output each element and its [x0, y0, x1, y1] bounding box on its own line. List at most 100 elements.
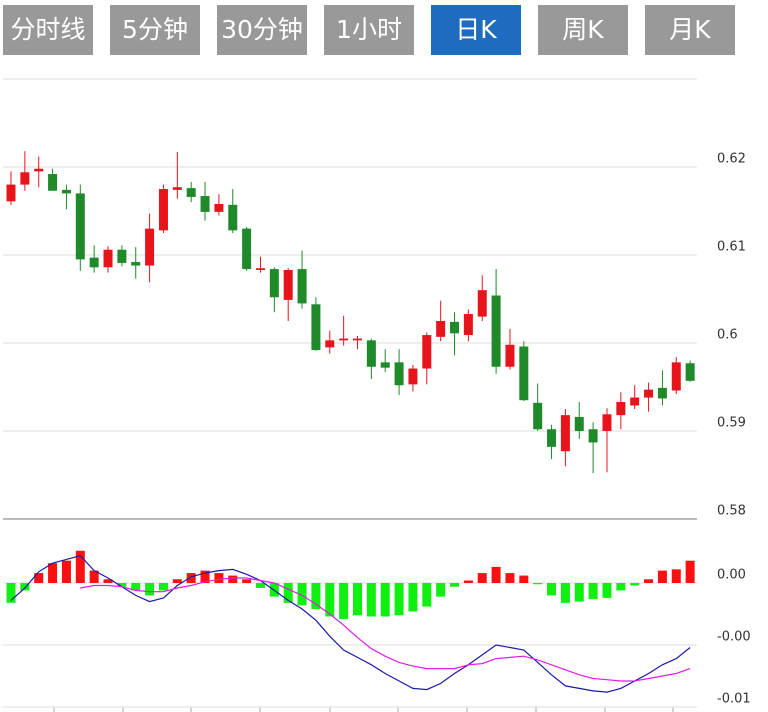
macd-bar — [574, 583, 584, 602]
macd-bar — [255, 583, 265, 588]
macd-bar — [117, 583, 127, 587]
macd-bar — [61, 560, 71, 583]
tab[interactable]: 1小时 — [324, 5, 414, 55]
candle-body — [477, 290, 487, 317]
tab[interactable]: 日K — [431, 5, 521, 55]
macd-bar — [491, 566, 501, 583]
candle-body — [450, 321, 460, 334]
tab[interactable]: 分时线 — [3, 5, 93, 55]
macd-bar — [630, 583, 640, 586]
macd-bar — [519, 575, 529, 583]
candle-body — [145, 228, 155, 266]
macd-bar — [366, 583, 376, 617]
candle-body — [657, 387, 667, 399]
candle-body — [255, 268, 265, 270]
x-ticks — [53, 707, 674, 712]
y-tick-label: -0.01 — [717, 692, 751, 707]
candle-body — [394, 362, 404, 386]
macd-bar — [228, 575, 238, 583]
candle-body — [630, 397, 640, 406]
tab[interactable]: 周K — [538, 5, 628, 55]
candle-body — [172, 187, 182, 190]
candle-body — [34, 168, 44, 172]
candle-body — [48, 174, 58, 191]
macd-bar — [214, 573, 224, 583]
candle-body — [353, 338, 362, 341]
macd-bar — [172, 579, 182, 583]
candle-body — [103, 249, 113, 268]
candle-body — [644, 389, 654, 398]
tab-bar: 分时线 5分钟 30分钟 1小时 日K 周K 月K — [0, 0, 768, 60]
candle-body — [533, 402, 543, 430]
candle-body — [117, 249, 127, 263]
macd-bar — [644, 579, 654, 583]
macd-bar — [6, 583, 16, 603]
candle-body — [297, 269, 307, 304]
candle-body — [463, 313, 473, 336]
candle-body — [158, 189, 168, 231]
y-tick-label: 0.59 — [717, 416, 746, 431]
candle-body — [325, 340, 335, 348]
y-tick-label: 0.61 — [717, 240, 746, 255]
candle-body — [61, 189, 71, 194]
macd-bar — [422, 583, 432, 607]
macd-bar — [505, 573, 515, 583]
macd-bar — [353, 583, 362, 616]
tab[interactable]: 月K — [645, 5, 735, 55]
macd-bar — [560, 583, 570, 603]
macd-bar — [145, 583, 155, 596]
candle-body — [616, 401, 626, 416]
y-tick-label: 0.62 — [717, 152, 746, 167]
candle-body — [671, 362, 681, 391]
candle-body — [602, 414, 612, 431]
macd-bar — [450, 583, 460, 587]
candle-body — [366, 340, 376, 367]
macd-bar — [588, 583, 598, 600]
tab[interactable]: 5分钟 — [110, 5, 200, 55]
candle-body — [6, 184, 16, 202]
candle-body — [436, 321, 446, 337]
macd-bar — [685, 560, 695, 583]
candle-body — [339, 338, 349, 341]
macd-line — [10, 555, 691, 693]
macd-bar — [89, 570, 99, 583]
macd-bar — [671, 569, 681, 583]
macd-bar — [75, 550, 85, 583]
macd-bar — [477, 573, 487, 583]
candle-body — [685, 363, 695, 381]
candle-body — [269, 269, 279, 298]
candle-body — [574, 416, 584, 431]
macd-bar — [325, 583, 335, 617]
candle-body — [519, 346, 529, 401]
tab[interactable]: 30分钟 — [217, 5, 307, 55]
y-tick-label: 0.00 — [717, 568, 746, 583]
candle-body — [560, 415, 570, 452]
macd-bar — [186, 573, 196, 583]
macd-bar — [616, 583, 626, 591]
candle-body — [380, 362, 390, 368]
candle-body — [186, 188, 196, 197]
macd-bar — [242, 579, 252, 583]
macd-bar — [463, 580, 473, 583]
candle-body — [228, 204, 238, 231]
macd-bar — [380, 583, 390, 617]
candle-body — [283, 269, 293, 300]
macd-bar — [602, 583, 612, 598]
macd-bar — [547, 583, 557, 596]
candle-body — [422, 335, 432, 369]
candle-body — [75, 193, 85, 260]
macd-line — [80, 577, 691, 682]
candle-body — [491, 295, 501, 367]
candle-body — [505, 344, 515, 367]
candle-body — [311, 304, 321, 351]
macd-bar — [311, 583, 321, 610]
macd-bar — [657, 570, 667, 583]
macd-bar — [34, 573, 44, 583]
macd-bar — [339, 583, 349, 619]
macd-bar — [200, 570, 210, 583]
candle-body — [408, 368, 418, 385]
macd-bar — [103, 579, 113, 583]
candle-body — [20, 172, 30, 185]
